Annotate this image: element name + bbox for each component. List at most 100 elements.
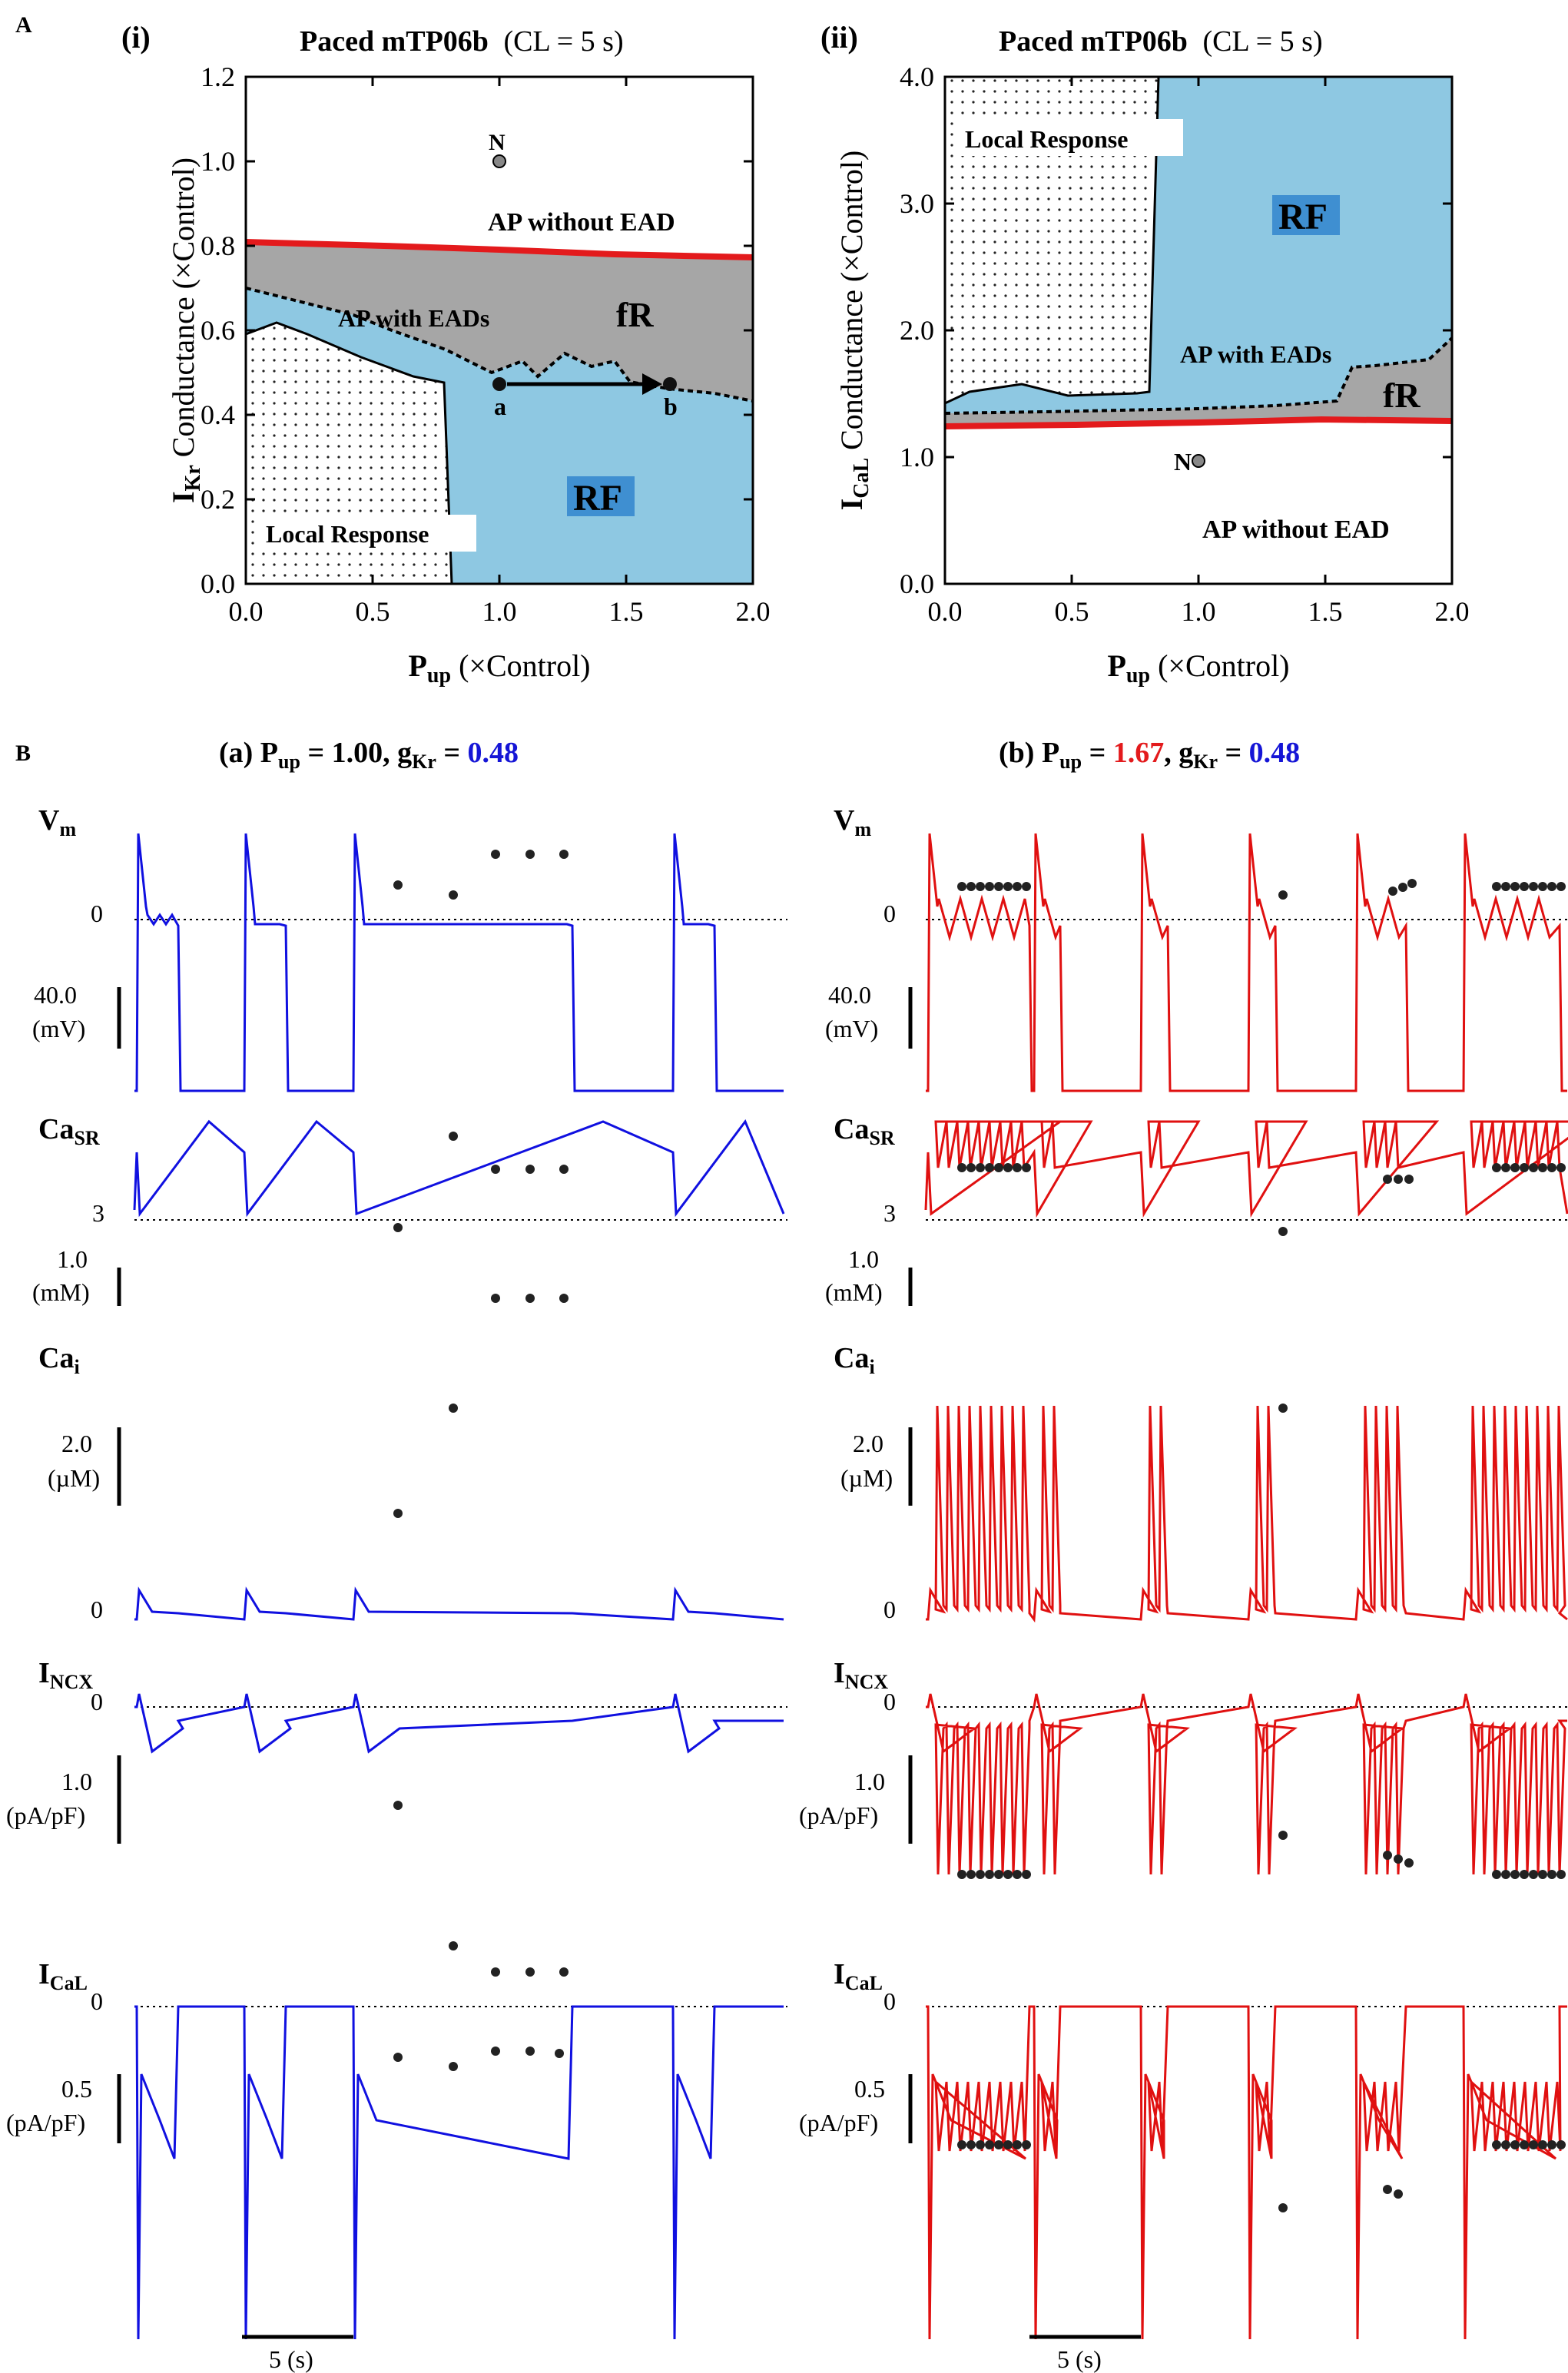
event-marker (1520, 1163, 1529, 1172)
zero-vm-left: 0 (91, 900, 103, 927)
ytick-label-i-6: 1.2 (201, 61, 235, 92)
event-marker (994, 2140, 1003, 2149)
zero-cai-left: 0 (91, 1596, 103, 1623)
event-marker (491, 1165, 500, 1174)
event-marker (393, 1223, 403, 1232)
event-marker (1404, 1175, 1414, 1184)
region-RF-ii (945, 77, 1452, 413)
zero-vm-right: 0 (883, 900, 896, 927)
region-fR-ii (945, 338, 1452, 426)
col-b-title: (b) Pup = 1.67, gKr = 0.48 (999, 737, 1300, 773)
event-marker (1510, 1163, 1520, 1172)
event-marker (1492, 2140, 1501, 2149)
event-marker (976, 2140, 985, 2149)
event-marker (1520, 882, 1529, 891)
event-marker (1404, 1858, 1414, 1868)
event-marker (976, 1163, 985, 1172)
label-incx-right: INCX (834, 1657, 888, 1693)
event-marker (957, 1163, 966, 1172)
label-ical-left: ICaL (38, 1958, 88, 1994)
event-marker (1278, 2203, 1288, 2212)
unit-vm-right: (mV) (825, 1015, 878, 1042)
event-marker (393, 2053, 403, 2062)
xtick-label-ii-2: 1.0 (1182, 596, 1216, 627)
event-marker (1538, 2140, 1547, 2149)
ylabel-i: IKr Conductance (×Control) (166, 157, 205, 503)
event-marker (559, 850, 569, 859)
phase-diagram-i: N AP without EAD AP with EADs fR RF Loca… (166, 61, 771, 688)
event-marker (1520, 1870, 1529, 1879)
event-marker (1510, 1870, 1520, 1879)
unit-cai-left: (µM) (48, 1464, 100, 1492)
unit-incx-left: (pA/pF) (6, 1801, 85, 1829)
label-incx-left: INCX (38, 1657, 93, 1693)
event-marker (559, 1967, 569, 1977)
label-RF-bg-ii (1272, 195, 1340, 235)
event-marker (1501, 2140, 1510, 2149)
event-marker (1556, 2140, 1566, 2149)
event-marker (1003, 2140, 1013, 2149)
event-marker (1388, 887, 1397, 896)
event-marker (555, 2049, 564, 2058)
xtick-label-i-4: 2.0 (736, 596, 771, 627)
event-marker (1003, 1163, 1013, 1172)
panel-ii-roman: (ii) (820, 20, 858, 55)
xtick-label-i-0: 0.0 (229, 596, 264, 627)
scale-cai-left: 2.0 (61, 1430, 92, 1457)
label-RF-ii: RF (1278, 197, 1328, 237)
zero-ical-right: 0 (883, 1987, 896, 2015)
event-marker (1556, 1163, 1566, 1172)
scale-vm-right: 40.0 (828, 981, 871, 1009)
event-marker (994, 882, 1003, 891)
xtick-label-i-3: 1.5 (609, 596, 644, 627)
event-marker (1529, 1870, 1538, 1879)
label-local-response-i: Local Response (266, 520, 429, 548)
event-marker (393, 880, 403, 890)
event-marker (393, 1509, 403, 1518)
event-marker (1022, 2140, 1031, 2149)
event-marker (1278, 1404, 1288, 1413)
trace-vm (134, 833, 784, 1092)
phase-diagram-ii: Local Response RF AP with EADs fR N AP w… (834, 61, 1470, 688)
ytick-label-ii-0: 0.0 (900, 568, 934, 599)
region-local-response-ii (945, 77, 1160, 405)
ytick-label-i-4: 0.8 (201, 230, 235, 261)
event-marker (1383, 1851, 1392, 1860)
label-RF-bg-i (567, 476, 635, 516)
event-marker (1538, 1870, 1547, 1879)
event-marker (1547, 882, 1556, 891)
event-marker (449, 1941, 458, 1950)
event-marker (1383, 2185, 1392, 2194)
label-vm-right: Vm (834, 804, 871, 840)
xtick-label-ii-0: 0.0 (928, 596, 963, 627)
panel-letter-b: B (15, 741, 31, 766)
event-marker (1547, 1163, 1556, 1172)
label-vm-left: Vm (38, 804, 76, 840)
event-marker (491, 850, 500, 859)
ytick-label-ii-4: 4.0 (900, 61, 934, 92)
event-marker (1022, 1163, 1031, 1172)
event-marker (1510, 882, 1520, 891)
scale-ical-left: 0.5 (61, 2075, 92, 2103)
event-marker (559, 1165, 569, 1174)
scale-incx-left: 1.0 (61, 1768, 92, 1795)
event-marker (1022, 1870, 1031, 1879)
ead-boundary-ii (945, 416, 1452, 429)
col-a-title: (a) Pup = 1.00, gKr = 0.48 (219, 737, 519, 773)
event-marker (1529, 2140, 1538, 2149)
event-marker (957, 882, 966, 891)
event-marker (525, 1294, 535, 1303)
ytick-label-i-3: 0.6 (201, 315, 235, 346)
point-b (663, 377, 677, 391)
label-ap-with-eads-ii: AP with EADs (1180, 340, 1331, 368)
zero-incx-right: 0 (883, 1688, 896, 1715)
unit-vm-left: (mV) (32, 1015, 85, 1042)
event-marker (1529, 882, 1538, 891)
scale-cai-right: 2.0 (853, 1430, 883, 1457)
event-marker (966, 882, 976, 891)
zero-casr-right: 3 (883, 1199, 896, 1227)
label-RF-i: RF (573, 478, 622, 519)
point-N-ii (1192, 454, 1205, 468)
event-marker (449, 1404, 458, 1413)
event-marker (525, 1967, 535, 1977)
